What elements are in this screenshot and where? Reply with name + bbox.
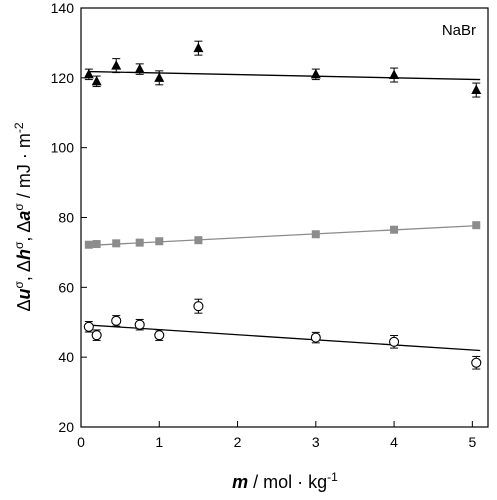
annotation-label: NaBr xyxy=(442,22,476,39)
x-tick-label: 3 xyxy=(312,434,320,450)
fit-line-square xyxy=(88,224,481,247)
y-tick-label: 60 xyxy=(58,279,74,295)
circle-point xyxy=(471,357,482,368)
y-tick-label: 20 xyxy=(58,419,74,435)
x-tick-label: 4 xyxy=(390,434,398,450)
y-tick-label: 140 xyxy=(51,0,75,16)
circle-point xyxy=(83,321,94,332)
x-tick-label: 5 xyxy=(468,434,476,450)
square-point xyxy=(135,238,144,247)
square-point xyxy=(194,236,203,245)
axis-ticks: 0 1 2 3 4 5 20 40 60 80 100 120 140 xyxy=(51,0,477,450)
square-point xyxy=(472,221,481,230)
fit-line-triangle xyxy=(88,70,481,81)
triangle-point xyxy=(111,60,122,70)
x-tick-label: 0 xyxy=(77,434,85,450)
circle-point xyxy=(91,330,102,341)
y-tick-label: 120 xyxy=(51,70,75,86)
y-tick-label: 40 xyxy=(58,349,74,365)
triangle-point xyxy=(471,84,482,95)
triangle-point xyxy=(83,68,94,79)
triangle-point xyxy=(389,69,400,80)
fit-line-circle xyxy=(88,324,481,352)
triangle-point xyxy=(91,75,102,86)
y-tick-label: 80 xyxy=(58,210,74,226)
square-point xyxy=(311,230,320,239)
circle-point xyxy=(134,319,145,330)
y-axis-title: Δuσ, Δhσ, Δaσ / mJ · m-2 xyxy=(12,122,34,311)
x-tick-label: 2 xyxy=(234,434,242,450)
data-marks xyxy=(83,40,482,370)
fit-lines xyxy=(88,70,481,352)
triangle-point xyxy=(310,68,321,79)
square-point xyxy=(92,240,101,249)
triangle-point xyxy=(134,63,145,74)
triangle-point xyxy=(193,42,204,53)
circle-point xyxy=(193,301,204,312)
square-point xyxy=(84,240,93,249)
square-point xyxy=(155,237,164,246)
square-point xyxy=(390,225,399,234)
circle-point xyxy=(389,336,400,347)
square-point xyxy=(112,239,121,248)
x-tick-label: 1 xyxy=(155,434,163,450)
triangle-point xyxy=(154,72,165,82)
circle-point xyxy=(310,332,321,343)
circle-point xyxy=(154,330,165,341)
x-axis-title: m / mol · kg-1 xyxy=(232,470,338,492)
circle-point xyxy=(111,315,122,326)
y-tick-label: 100 xyxy=(51,140,75,156)
